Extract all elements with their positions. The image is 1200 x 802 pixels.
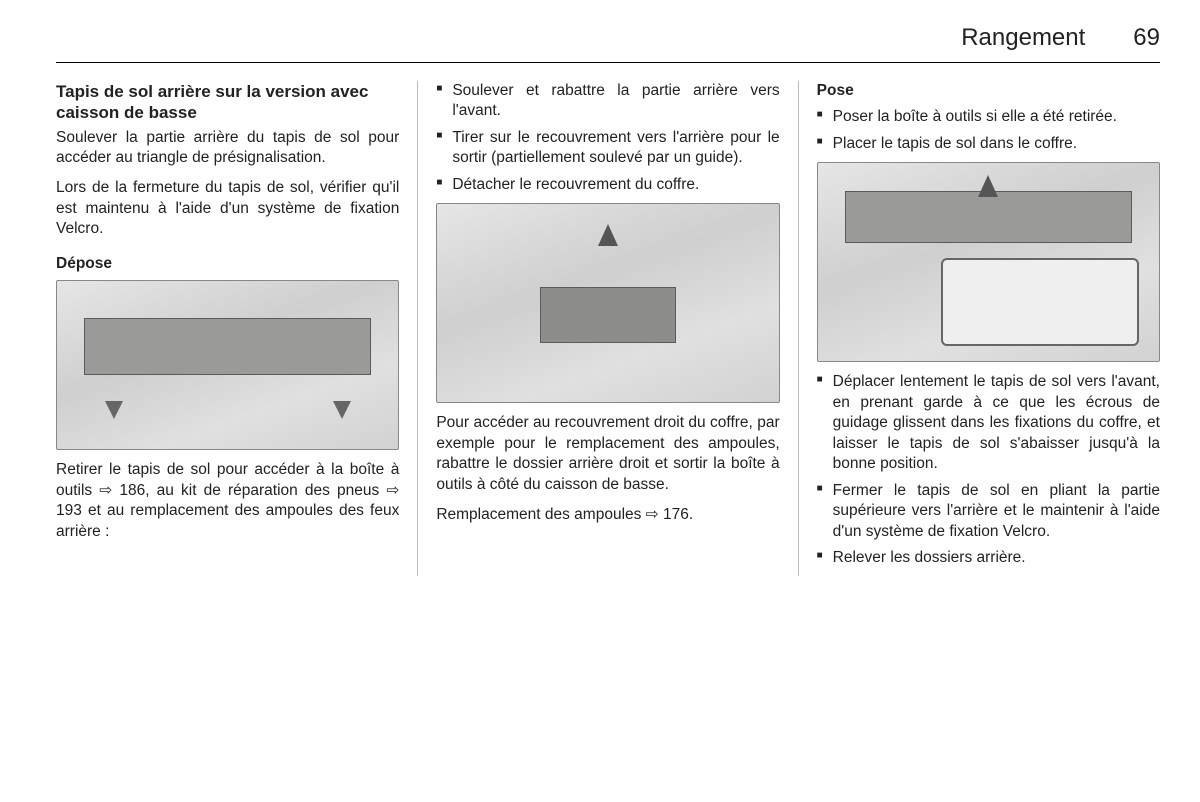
figure-pose (817, 162, 1160, 362)
paragraph-xref: Remplacement des ampoules ⇨ 176. (436, 505, 779, 525)
subheading-depose: Dépose (56, 254, 399, 274)
list-item: Fermer le tapis de sol en pliant la part… (817, 481, 1160, 542)
paragraph: Lors de la fermeture du tapis de sol, vé… (56, 178, 399, 239)
figure-inset (941, 258, 1139, 345)
arrow-up-icon (598, 224, 618, 246)
figure-shape (84, 318, 371, 375)
figure-shape (845, 191, 1132, 242)
paragraph: Soulever la partie arrière du tapis de s… (56, 128, 399, 169)
list-item: Déplacer lentement le tapis de sol vers … (817, 372, 1160, 474)
arrow-down-icon (105, 401, 123, 419)
section-name: Rangement (961, 24, 1085, 52)
list-item: Soulever et rabattre la partie arrière v… (436, 81, 779, 122)
list-item: Poser la boîte à outils si elle a été re… (817, 107, 1160, 127)
list-item: Tirer sur le recouvrement vers l'arrière… (436, 128, 779, 169)
bullet-list: Déplacer lentement le tapis de sol vers … (817, 372, 1160, 568)
paragraph: Pour accéder au recouvrement droit du co… (436, 413, 779, 495)
figure-shape (540, 287, 677, 342)
arrow-up-icon (978, 175, 998, 197)
content-columns: Tapis de sol arrière sur la version avec… (56, 81, 1160, 576)
subheading-pose: Pose (817, 81, 1160, 101)
bullet-list: Poser la boîte à outils si elle a été re… (817, 107, 1160, 154)
column-2: Soulever et rabattre la partie arrière v… (417, 81, 797, 576)
arrow-down-icon (333, 401, 351, 419)
section-title: Tapis de sol arrière sur la version avec… (56, 81, 399, 124)
column-1: Tapis de sol arrière sur la version avec… (56, 81, 417, 576)
column-3: Pose Poser la boîte à outils si elle a é… (798, 81, 1160, 576)
list-item: Relever les dossiers arrière. (817, 548, 1160, 568)
paragraph: Retirer le tapis de sol pour accéder à l… (56, 460, 399, 542)
bullet-list: Soulever et rabattre la partie arrière v… (436, 81, 779, 195)
page-header: Rangement 69 (56, 24, 1160, 63)
figure-cover (436, 203, 779, 403)
list-item: Placer le tapis de sol dans le coffre. (817, 134, 1160, 154)
page-number: 69 (1133, 24, 1160, 52)
figure-depose (56, 280, 399, 450)
list-item: Détacher le recouvrement du coffre. (436, 175, 779, 195)
